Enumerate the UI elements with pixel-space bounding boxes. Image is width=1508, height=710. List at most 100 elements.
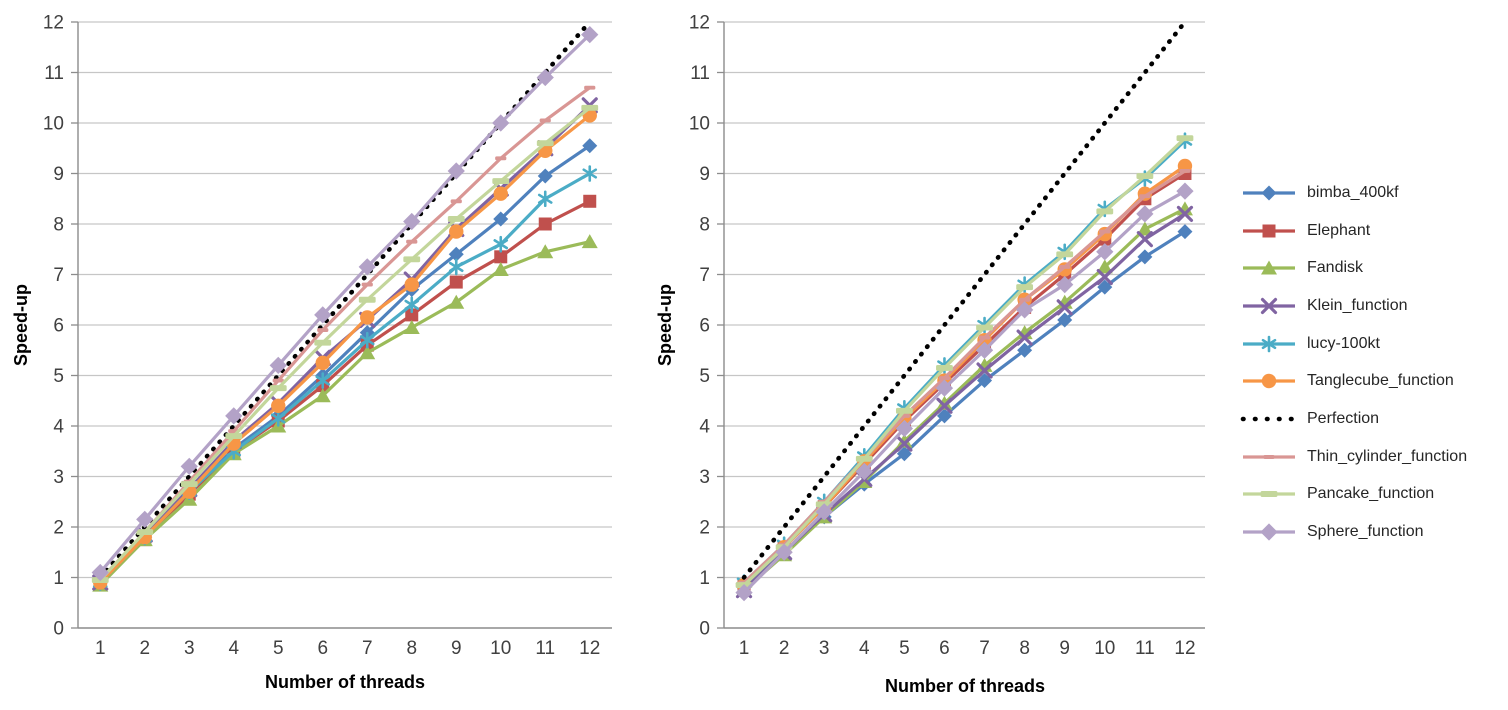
triangle-marker <box>492 261 509 276</box>
dash-marker <box>403 256 421 263</box>
legend-label: Sphere_function <box>1307 523 1424 541</box>
series-Sphere_function <box>91 26 599 582</box>
dash-marker <box>269 385 287 392</box>
x-tick-label: 1 <box>739 638 750 659</box>
diamond-marker <box>977 373 993 389</box>
circle-marker <box>360 310 375 325</box>
dash-marker <box>136 529 154 535</box>
x-tick-label: 10 <box>490 638 511 659</box>
dash-marker <box>272 378 284 383</box>
legend-key-triangle <box>1243 260 1295 275</box>
series-line <box>99 106 591 582</box>
y-tick-label: 4 <box>699 417 710 438</box>
diamond-marker <box>735 584 753 602</box>
dash-marker <box>361 282 373 287</box>
series-Sphere_function <box>735 182 1194 602</box>
series-lucy-100kt <box>92 165 598 591</box>
diamond-marker <box>855 462 873 481</box>
x-tick-label: 12 <box>579 638 600 659</box>
dash-marker <box>539 118 551 123</box>
dash-marker <box>495 156 507 161</box>
legend-item-Sphere_function: Sphere_function <box>1240 513 1467 551</box>
legend-key-circle <box>1243 374 1295 389</box>
x-marker <box>1016 329 1033 346</box>
y-tick-label: 0 <box>699 619 710 640</box>
circle-marker <box>1261 374 1277 389</box>
triangle-marker <box>896 433 913 448</box>
legend-item-Klein_function: Klein_function <box>1240 287 1467 325</box>
y-tick-label: 11 <box>690 63 710 84</box>
diamond-marker <box>269 356 287 375</box>
y-tick-label: 5 <box>53 366 64 387</box>
x-tick-label: 4 <box>859 638 870 659</box>
x-tick-label: 3 <box>819 638 830 659</box>
legend-item-Fandisk: Fandisk <box>1240 249 1467 287</box>
circle-marker <box>493 186 508 201</box>
series-line <box>741 19 1188 580</box>
diamond-marker <box>1261 185 1277 201</box>
circle-marker <box>315 355 330 371</box>
diamond-marker <box>447 162 465 180</box>
legend-item-Tanglecube_function: Tanglecube_function <box>1240 362 1467 400</box>
legend-item-Thin_cylinder_function: Thin_cylinder_function <box>1240 438 1467 476</box>
dash-marker <box>1263 454 1275 459</box>
legend-key-diamond <box>1243 185 1295 201</box>
square-marker <box>583 194 597 208</box>
legend-key-dash <box>1243 454 1295 459</box>
y-tick-label: 3 <box>699 467 710 488</box>
x-tick-label: 10 <box>1094 638 1115 659</box>
series-line <box>99 240 591 587</box>
series-line <box>99 199 591 584</box>
diamond-marker <box>775 543 793 561</box>
x-marker <box>936 397 953 414</box>
diamond-marker <box>448 246 464 262</box>
y-tick-label: 10 <box>43 114 64 135</box>
y-tick-label: 9 <box>53 164 64 185</box>
x-tick-label: 7 <box>979 638 990 659</box>
dash-marker <box>855 455 873 462</box>
legend-item-Perfection: Perfection <box>1240 400 1467 438</box>
x-tick-label: 8 <box>406 638 417 659</box>
x-tick-label: 12 <box>1174 638 1195 659</box>
legend-item-Pancake_function: Pancake_function <box>1240 476 1467 514</box>
asterisk-marker <box>493 235 509 253</box>
triangle-marker <box>403 320 420 335</box>
square-marker <box>494 250 508 264</box>
dash-marker <box>492 178 510 185</box>
y-tick-label: 9 <box>699 164 710 185</box>
x-tick-label: 11 <box>1135 638 1155 659</box>
dash-marker <box>406 239 418 244</box>
x-marker <box>1136 231 1153 248</box>
series-line <box>742 172 1186 587</box>
series-line <box>99 172 591 584</box>
dash-marker <box>450 199 462 204</box>
series-Elephant <box>737 167 1192 592</box>
dash-marker <box>584 85 596 90</box>
right-chart-x-axis-title: Number of threads <box>884 676 1046 696</box>
asterisk-marker <box>404 296 420 314</box>
triangle-marker <box>537 244 554 259</box>
diamond-marker <box>1176 182 1194 200</box>
triangle-marker <box>314 388 331 403</box>
circle-marker <box>449 224 464 239</box>
y-tick-label: 12 <box>43 13 64 34</box>
legend-key-square <box>1243 224 1295 238</box>
y-tick-label: 8 <box>699 215 710 236</box>
diamond-marker <box>1136 205 1154 223</box>
circle-marker <box>404 277 419 292</box>
legend-key-dotted <box>1240 416 1298 422</box>
triangle-marker <box>581 234 598 249</box>
x-marker <box>1056 299 1073 316</box>
legend-label: Thin_cylinder_function <box>1307 447 1468 465</box>
series-Klein_function <box>735 205 1194 599</box>
square-marker <box>538 217 552 231</box>
series-Pancake_function <box>91 104 599 583</box>
dash-marker <box>895 407 913 414</box>
series-line <box>742 169 1186 584</box>
y-tick-label: 1 <box>53 568 64 589</box>
diamond-marker <box>895 419 913 438</box>
triangle-marker <box>359 345 376 360</box>
asterisk-marker <box>315 372 331 389</box>
